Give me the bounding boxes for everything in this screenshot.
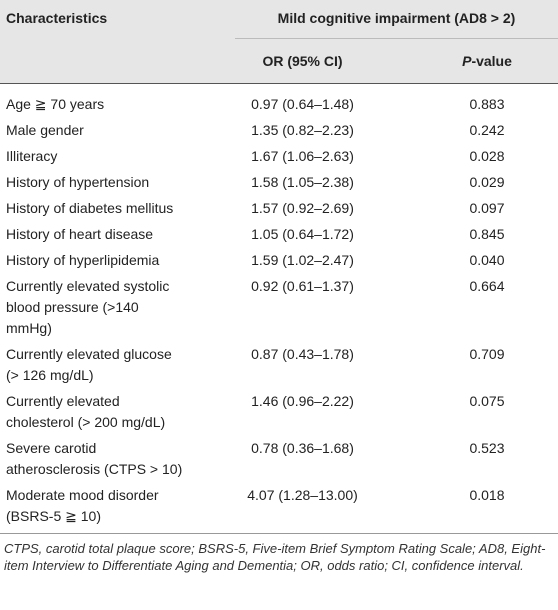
characteristic: cholesterol (> 200 mg/dL): [6, 414, 166, 430]
header-p: P: [462, 53, 472, 69]
characteristic: Currently elevated systolic: [6, 278, 170, 294]
characteristic: History of diabetes mellitus: [6, 200, 174, 216]
characteristic-cell: Illiteracy: [0, 143, 235, 169]
p-value: 0.040: [469, 252, 505, 268]
table-row: Moderate mood disorder (BSRS-5 ≧ 10) 4.07 …: [0, 482, 558, 534]
characteristic: (> 126 mg/dL): [6, 367, 94, 383]
p-value: 0.523: [469, 440, 505, 456]
odds-ratio: 0.92 (0.61–1.37): [251, 278, 354, 294]
header-value: -value: [471, 53, 512, 69]
characteristic-cell: History of diabetes mellitus: [0, 195, 235, 221]
odds-ratio: 1.58 (1.05–2.38): [251, 174, 354, 190]
table-body: Age ≧ 70 years 0.97 (0.64–1.48) 0.883 Male …: [0, 84, 558, 534]
characteristic: Age ≧ 70 years: [6, 96, 105, 112]
p-value: 0.709: [469, 346, 505, 362]
odds-ratio: 1.57 (0.92–2.69): [251, 200, 354, 216]
odds-ratio: 1.46 (0.96–2.22): [251, 393, 354, 409]
characteristic: Severe carotid: [6, 440, 97, 456]
odds-ratio: 0.87 (0.43–1.78): [251, 346, 354, 362]
characteristic-cell: Currently elevated cholesterol (> 200 mg/…: [0, 388, 235, 435]
characteristic-cell: Currently elevated systolic blood pressur…: [0, 273, 235, 341]
p-value: 0.018: [370, 482, 558, 534]
odds-ratio: 0.97 (0.64–1.48): [251, 96, 354, 112]
characteristic-cell: History of heart disease: [0, 221, 235, 247]
odds-ratio: 1.05 (0.64–1.72): [251, 226, 354, 242]
characteristic: Illiteracy: [6, 148, 58, 164]
odds-ratio: 0.78 (0.36–1.68): [251, 440, 354, 456]
header-group: Mild cognitive impairment (AD8 > 2): [235, 0, 558, 39]
table-row: History of diabetes mellitus 1.57 (0.92–2…: [0, 195, 558, 221]
characteristic: History of hyperlipidemia: [6, 252, 160, 268]
odds-ratio: 1.59 (1.02–2.47): [251, 252, 354, 268]
characteristic-cell: Severe carotid atherosclerosis (CTPS > 10…: [0, 435, 235, 482]
odds-ratio: 4.07 (1.28–13.00): [235, 482, 370, 534]
header-or: OR (95% CI): [235, 38, 370, 84]
characteristic: atherosclerosis (CTPS > 10): [6, 461, 183, 477]
characteristic-cell: History of hypertension: [0, 169, 235, 195]
characteristic: Currently elevated glucose: [6, 346, 172, 362]
table-row: History of hyperlipidemia 1.59 (1.02–2.47…: [0, 247, 558, 273]
characteristic: History of hypertension: [6, 174, 150, 190]
results-table: Characteristics Mild cognitive impairmen…: [0, 0, 558, 534]
characteristic: Currently elevated: [6, 393, 120, 409]
characteristic-cell: Currently elevated glucose (> 126 mg/dL): [0, 341, 235, 388]
characteristic: mmHg): [6, 320, 52, 336]
odds-ratio: 1.35 (0.82–2.23): [251, 122, 354, 138]
table-row: Illiteracy 1.67 (1.06–2.63) 0.028: [0, 143, 558, 169]
table-row: Currently elevated cholesterol (> 200 mg/…: [0, 388, 558, 435]
characteristic-cell: Moderate mood disorder (BSRS-5 ≧ 10): [0, 482, 235, 534]
table-row: Age ≧ 70 years 0.97 (0.64–1.48) 0.883: [0, 84, 558, 118]
table-row: Currently elevated systolic blood pressur…: [0, 273, 558, 341]
table-row: History of heart disease 1.05 (0.64–1.72)…: [0, 221, 558, 247]
header-characteristics: Characteristics: [6, 10, 108, 26]
characteristic: (BSRS-5 ≧ 10): [6, 508, 101, 524]
p-value: 0.845: [469, 226, 505, 242]
characteristic-cell: Age ≧ 70 years: [0, 84, 235, 118]
characteristic: Male gender: [6, 122, 84, 138]
footnote: CTPS, carotid total plaque score; BSRS-5…: [4, 541, 546, 573]
p-value: 0.075: [469, 393, 505, 409]
characteristic: blood pressure (>140: [6, 299, 139, 315]
characteristic-cell: Male gender: [0, 117, 235, 143]
table-row: History of hypertension 1.58 (1.05–2.38) 0…: [0, 169, 558, 195]
p-value: 0.097: [469, 200, 505, 216]
header-p-value: P-value: [370, 38, 558, 84]
characteristic-cell: History of hyperlipidemia: [0, 247, 235, 273]
characteristic: Moderate mood disorder: [6, 487, 159, 503]
p-value: 0.028: [469, 148, 505, 164]
table-row: Severe carotid atherosclerosis (CTPS > 10…: [0, 435, 558, 482]
table-row: Currently elevated glucose (> 126 mg/dL) 0…: [0, 341, 558, 388]
p-value: 0.242: [469, 122, 505, 138]
odds-ratio: 1.67 (1.06–2.63): [251, 148, 354, 164]
p-value: 0.664: [469, 278, 505, 294]
characteristic: History of heart disease: [6, 226, 154, 242]
p-value: 0.029: [469, 174, 505, 190]
table-row: Male gender 1.35 (0.82–2.23) 0.242: [0, 117, 558, 143]
p-value: 0.883: [469, 96, 505, 112]
